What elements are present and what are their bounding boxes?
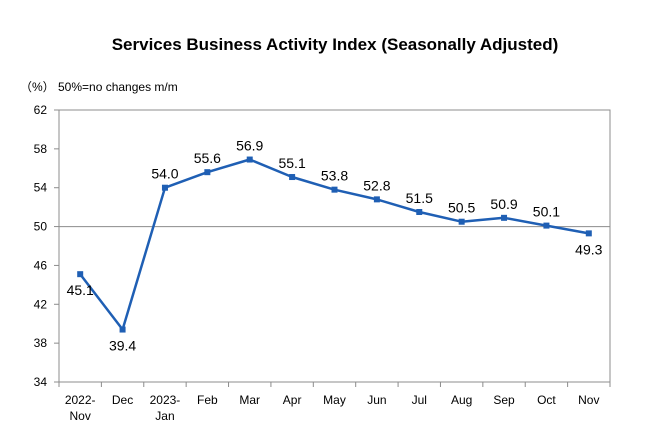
data-point xyxy=(119,326,126,333)
data-point xyxy=(458,218,465,225)
data-point xyxy=(543,222,550,229)
data-point xyxy=(501,214,508,221)
data-point xyxy=(585,230,592,237)
x-tick-label: May xyxy=(323,393,346,407)
data-label: 39.4 xyxy=(109,338,136,354)
data-label: 51.5 xyxy=(406,190,433,206)
data-label: 49.3 xyxy=(575,241,602,257)
data-label: 50.9 xyxy=(490,196,517,212)
x-tick-label: 2023- xyxy=(150,393,181,407)
y-tick-label: 62 xyxy=(34,103,48,117)
data-point xyxy=(246,156,253,163)
data-label: 50.5 xyxy=(448,200,475,216)
y-tick-label: 34 xyxy=(34,375,48,389)
x-tick-label: Jul xyxy=(412,393,427,407)
data-label: 55.6 xyxy=(194,150,221,166)
data-point xyxy=(204,169,211,176)
y-tick-label: 42 xyxy=(34,297,48,311)
y-tick-label: 38 xyxy=(34,336,48,350)
data-label: 53.8 xyxy=(321,168,348,184)
y-tick-label: 46 xyxy=(34,258,48,272)
y-tick-label: 58 xyxy=(34,142,48,156)
x-tick-label: 2022- xyxy=(65,393,96,407)
data-point xyxy=(416,209,423,215)
x-tick-label: Jan xyxy=(155,409,174,423)
y-axis: 34 38 42 46 50 54 58 62 xyxy=(34,103,59,389)
data-label: 50.1 xyxy=(533,204,560,220)
x-tick-label: Dec xyxy=(112,393,133,407)
x-tick-label: Sep xyxy=(493,393,515,407)
data-label: 55.1 xyxy=(278,155,305,171)
data-markers xyxy=(77,156,592,333)
x-tick-label: Nov xyxy=(578,393,599,407)
x-tick-label: Feb xyxy=(197,393,218,407)
data-label: 52.8 xyxy=(363,177,390,193)
x-tick-label: Apr xyxy=(283,393,302,407)
data-labels: 45.1 39.4 54.0 55.6 56.9 55.1 53.8 52.8 51.5 50.5… xyxy=(67,138,603,354)
x-tick-label: Mar xyxy=(239,393,260,407)
x-tick-label: Oct xyxy=(537,393,556,407)
unit-label: （%） xyxy=(20,80,55,94)
data-point xyxy=(77,271,84,278)
data-label: 54.0 xyxy=(151,166,178,182)
plot-area xyxy=(58,109,611,383)
baseline-note: 50%=no changes m/m xyxy=(58,80,178,94)
x-tick-label: Jun xyxy=(367,393,386,407)
y-tick-label: 50 xyxy=(34,220,48,234)
y-tick-label: 54 xyxy=(34,181,48,195)
data-label: 56.9 xyxy=(236,138,263,154)
chart-title: Services Business Activity Index (Season… xyxy=(112,35,559,54)
x-tick-label: Nov xyxy=(70,409,91,423)
data-label: 45.1 xyxy=(67,282,94,298)
x-axis: 2022- Nov Dec 2023- Jan Feb Mar Apr May Jun Jul Aug… xyxy=(58,382,611,423)
x-tick-label: Aug xyxy=(451,393,472,407)
data-point xyxy=(161,184,168,191)
data-point xyxy=(373,196,380,203)
data-point xyxy=(331,186,338,193)
data-point xyxy=(289,174,296,181)
